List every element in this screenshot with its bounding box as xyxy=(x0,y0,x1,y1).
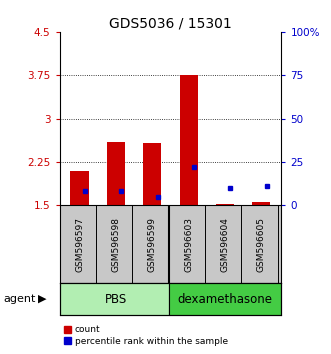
Bar xyxy=(179,75,198,205)
Text: ▶: ▶ xyxy=(38,294,47,304)
Bar xyxy=(252,202,270,205)
Bar xyxy=(216,204,234,205)
Text: agent: agent xyxy=(3,294,36,304)
Text: GSM596597: GSM596597 xyxy=(75,217,84,272)
Legend: count, percentile rank within the sample: count, percentile rank within the sample xyxy=(64,325,228,346)
Bar xyxy=(60,283,169,315)
Text: GSM596604: GSM596604 xyxy=(220,217,229,272)
Text: GSM596598: GSM596598 xyxy=(112,217,120,272)
Bar xyxy=(143,143,162,205)
Bar xyxy=(71,171,89,205)
Bar xyxy=(107,142,125,205)
Bar xyxy=(169,283,281,315)
Text: GSM596603: GSM596603 xyxy=(184,217,193,272)
Text: GSM596599: GSM596599 xyxy=(148,217,157,272)
Text: PBS: PBS xyxy=(105,293,127,306)
Text: GSM596605: GSM596605 xyxy=(257,217,266,272)
Title: GDS5036 / 15301: GDS5036 / 15301 xyxy=(109,17,232,31)
Text: dexamethasone: dexamethasone xyxy=(177,293,272,306)
